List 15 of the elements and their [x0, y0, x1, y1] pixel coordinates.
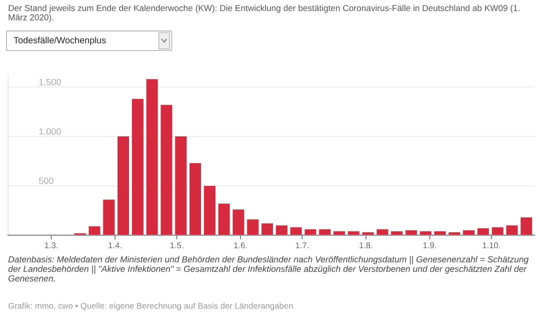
chart-title: Der Stand jeweils zum Ende der Kalenderwoche (KW): Die Entwicklung der bestätigten Coronavirus-Fälle in Deutschland ab KW09 (1. März 2020).: [8, 4, 520, 22]
x-tick-label: 1.3.: [44, 242, 58, 248]
y-tick-label: 500: [39, 178, 54, 184]
x-tick-label: 1.6.: [234, 242, 247, 248]
x-tick-label: 1.8.: [360, 242, 372, 248]
text: Grafik: mmo, cwo • Quelle: eigene Berechnung auf Basis der Länderangaben: [8, 302, 293, 310]
x-tick-label: 1.5.: [170, 242, 183, 248]
x-tick-label: 1.10.: [482, 242, 500, 248]
y-tick-label: 1.000: [39, 128, 61, 135]
text: Datenbasis: Meldedaten der Ministerien und Behörden der Bundesländer nach Veröffentlichungsdatum || Genesenenzahl = Schätzung der Landesbehörden || "Aktive Infektionen" = Gesamtzahl der Infektionsfälle abzüglich der Verstorbenen und der geschätzten Zahl der Genesenen.: [8, 256, 529, 282]
chart-subtitle: Todesfälle/Wochenplus: [14, 36, 106, 46]
x-tick-label: 1.7.: [296, 242, 308, 248]
y-tick-label: 1.500: [39, 78, 61, 86]
x-tick-label: 1.9.: [423, 242, 436, 248]
x-tick-label: 1.4.: [108, 242, 122, 248]
